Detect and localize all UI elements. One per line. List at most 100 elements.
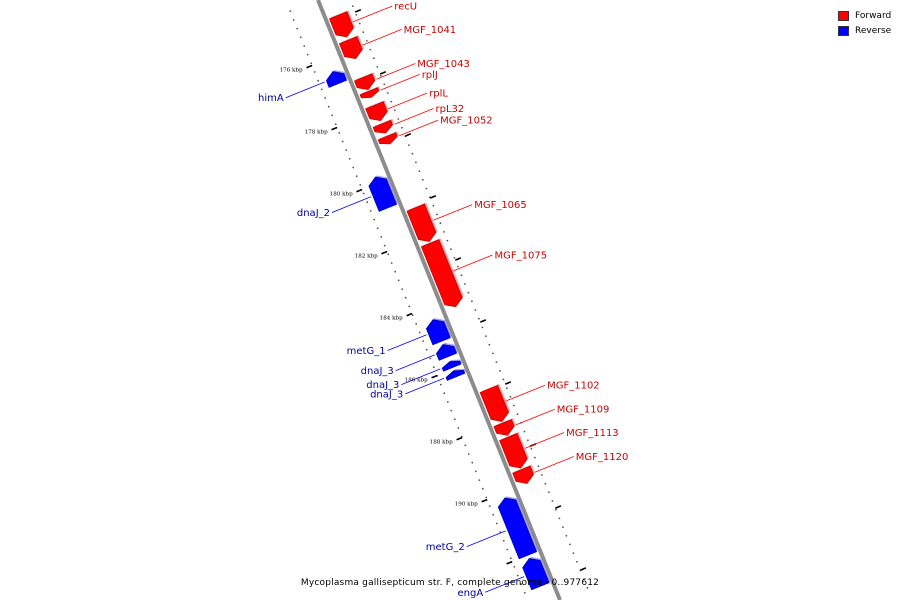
gene-leader-line bbox=[405, 377, 445, 395]
gene-arrow-mgf-1120[interactable] bbox=[512, 465, 534, 484]
guide-dot bbox=[537, 465, 540, 468]
guide-dot bbox=[338, 131, 341, 134]
guide-dot bbox=[411, 314, 414, 316]
guide-dot bbox=[513, 566, 516, 568]
reverse-swatch bbox=[838, 25, 849, 36]
guide-dot bbox=[471, 300, 473, 303]
axis-tick-label: 182 kbp bbox=[355, 254, 378, 260]
gene-label[interactable]: engA bbox=[458, 588, 484, 599]
guide-dot bbox=[439, 222, 442, 225]
guide-dot bbox=[544, 482, 547, 485]
axis-tick bbox=[481, 498, 488, 503]
gene-leader-line bbox=[353, 5, 393, 23]
axis-tick bbox=[356, 188, 363, 193]
guide-dot bbox=[404, 296, 407, 299]
gene-label[interactable]: himA bbox=[258, 93, 284, 104]
gene-label[interactable]: metG_1 bbox=[347, 346, 386, 357]
gene-arrow-metg-2[interactable] bbox=[497, 497, 538, 560]
gene-label[interactable]: MGF_1113 bbox=[566, 428, 619, 439]
gene-arrow-mgf-1052[interactable] bbox=[377, 132, 398, 145]
gene-leader-line bbox=[453, 254, 493, 272]
guide-dot bbox=[394, 270, 397, 273]
guide-dot bbox=[492, 352, 494, 355]
gene-label[interactable]: MGF_1102 bbox=[547, 381, 600, 392]
gene-label[interactable]: MGF_1052 bbox=[440, 116, 493, 127]
gene-label[interactable]: recU bbox=[394, 2, 417, 13]
gene-arrow-recu[interactable] bbox=[329, 11, 354, 38]
guide-dot bbox=[369, 210, 372, 212]
gene-arrow-dnaj-2[interactable] bbox=[368, 176, 398, 212]
gene-label[interactable]: MGF_1120 bbox=[576, 452, 629, 463]
gene-label[interactable]: dnaJ_3 bbox=[370, 389, 403, 400]
guide-dot bbox=[499, 369, 501, 372]
gene-leader-line bbox=[331, 196, 372, 213]
guide-dot bbox=[411, 152, 414, 155]
guide-dot bbox=[299, 36, 302, 39]
gene-label[interactable]: rplL bbox=[429, 89, 448, 100]
guide-dot bbox=[373, 218, 376, 221]
gene-label[interactable]: rplJ bbox=[422, 70, 438, 81]
gene-leader-line bbox=[515, 408, 555, 426]
gene-leader-line bbox=[525, 432, 565, 449]
guide-dot bbox=[351, 5, 354, 7]
guide-dot bbox=[401, 288, 404, 290]
guide-dot bbox=[348, 157, 351, 160]
guide-dot bbox=[397, 118, 400, 120]
gene-arrow-mgf-1109[interactable] bbox=[493, 419, 515, 436]
guide-dot bbox=[436, 213, 438, 216]
guide-dot bbox=[292, 19, 295, 21]
gene-leader-line bbox=[285, 81, 325, 99]
gene-leader-line bbox=[395, 354, 435, 371]
gene-label[interactable]: dnaJ_3 bbox=[361, 366, 394, 377]
gene-arrow-dnaj-3[interactable] bbox=[441, 360, 462, 372]
guide-dot bbox=[541, 474, 543, 476]
gene-arrow-enga[interactable] bbox=[522, 558, 550, 591]
guide-dot bbox=[446, 401, 449, 403]
guide-dot bbox=[481, 487, 484, 490]
gene-arrow-dnaj-3[interactable] bbox=[445, 369, 466, 381]
gene-label[interactable]: MGF_1109 bbox=[557, 405, 610, 416]
gene-arrow-dnaj-3[interactable] bbox=[435, 344, 458, 361]
guide-dot bbox=[422, 178, 424, 181]
gene-arrow-mgf-1075[interactable] bbox=[420, 239, 463, 308]
guide-dot bbox=[474, 309, 477, 311]
gene-label[interactable]: MGF_1043 bbox=[417, 59, 470, 70]
genome-backbone bbox=[316, 0, 562, 600]
axis-tick-label: 180 kbp bbox=[330, 192, 353, 198]
gene-arrow-rplj[interactable] bbox=[359, 87, 380, 99]
gene-label[interactable]: dnaJ_2 bbox=[297, 208, 330, 219]
gene-leader-line bbox=[466, 530, 506, 547]
guide-dot bbox=[562, 526, 564, 528]
gene-arrow-mgf-1065[interactable] bbox=[406, 203, 437, 242]
guide-dot bbox=[453, 257, 456, 259]
guide-dot bbox=[586, 586, 589, 589]
guide-dot bbox=[415, 322, 418, 325]
guide-dot bbox=[393, 109, 396, 112]
guide-dot bbox=[548, 491, 550, 494]
gene-arrow-mgf-1102[interactable] bbox=[479, 385, 509, 422]
gene-arrow-hima[interactable] bbox=[325, 71, 347, 88]
guide-dot bbox=[432, 366, 435, 369]
axis-ticks: 176 kbp 178 kbp 180 kbp 182 kbp 184 kbp 186 k… bbox=[280, 9, 587, 571]
backbone-dots bbox=[289, 5, 589, 594]
gene-label[interactable]: MGF_1065 bbox=[474, 200, 527, 211]
gene-arrow-mgf-1043[interactable] bbox=[354, 73, 376, 91]
gene-label[interactable]: metG_2 bbox=[426, 542, 465, 553]
gene-label[interactable]: MGF_1075 bbox=[495, 251, 548, 262]
gene-leader-line bbox=[401, 368, 441, 385]
gene-arrow-mgf-1041[interactable] bbox=[339, 36, 363, 60]
gene-label[interactable]: dnaJ_3 bbox=[366, 380, 399, 391]
axis-tick bbox=[506, 560, 513, 565]
gene-label[interactable]: rpL32 bbox=[436, 104, 465, 115]
axis-tick bbox=[406, 312, 413, 317]
guide-dot bbox=[408, 305, 411, 308]
gene-arrow-rpll[interactable] bbox=[365, 101, 388, 122]
gene-label[interactable]: MGF_1041 bbox=[404, 25, 457, 36]
gene-arrow-metg-1[interactable] bbox=[425, 319, 451, 346]
gene-arrow-rpl32[interactable] bbox=[372, 119, 393, 134]
guide-dot bbox=[425, 187, 428, 190]
gene-arrow-mgf-1113[interactable] bbox=[499, 433, 528, 469]
guide-dot bbox=[488, 505, 491, 507]
guide-dot bbox=[506, 548, 509, 551]
